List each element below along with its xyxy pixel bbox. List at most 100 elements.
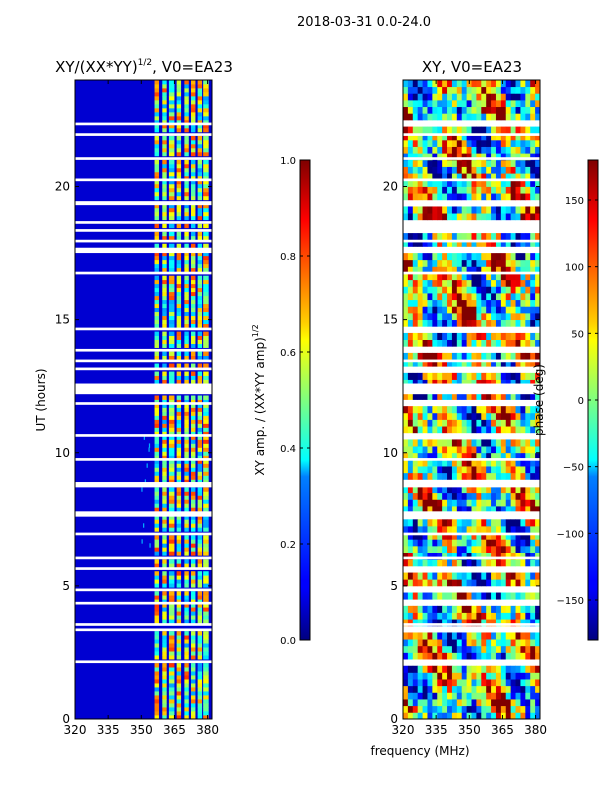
phase-cell xyxy=(461,126,468,134)
phase-cell xyxy=(432,539,438,547)
phase-cell xyxy=(422,239,428,247)
phase-cell xyxy=(515,159,521,167)
amplitude-cell xyxy=(184,263,189,269)
phase-cell xyxy=(466,705,472,713)
amplitude-cell xyxy=(203,619,209,624)
amplitude-cell xyxy=(203,187,209,193)
phase-cell xyxy=(447,466,453,474)
phase-cell xyxy=(510,93,516,101)
phase-cell xyxy=(530,406,536,414)
phase-cell xyxy=(491,639,497,647)
amplitude-cell xyxy=(176,311,182,317)
phase-cell xyxy=(432,159,438,167)
phase-cell xyxy=(525,379,531,387)
phase-cell xyxy=(456,259,463,267)
phase-cell xyxy=(486,86,492,94)
phase-cell xyxy=(471,293,477,301)
phase-ytick-label: 0 xyxy=(390,712,398,726)
phase-cell xyxy=(476,532,482,540)
phase-cell xyxy=(486,266,492,274)
phase-cell xyxy=(510,426,516,434)
phase-cell xyxy=(491,273,497,281)
phase-cell xyxy=(447,506,453,514)
phase-cell xyxy=(422,359,428,367)
phase-cell xyxy=(412,352,419,360)
phase-cell xyxy=(451,392,458,400)
phase-cell xyxy=(530,133,536,141)
phase-cell xyxy=(417,605,423,613)
phase-cell xyxy=(432,312,438,321)
phase-cell xyxy=(471,426,477,434)
phase-cell xyxy=(432,279,438,287)
phase-cell xyxy=(500,293,507,301)
amplitude-cell xyxy=(197,87,203,93)
phase-cell xyxy=(491,133,497,141)
phase-cell xyxy=(505,113,512,121)
amplitude-cell xyxy=(184,467,189,472)
phase-cell xyxy=(437,705,443,713)
phase-cell xyxy=(451,126,458,134)
amplitude-cell xyxy=(203,535,209,540)
amplitude-cell xyxy=(197,671,203,676)
phase-cell xyxy=(412,446,419,454)
phase-cell xyxy=(447,426,453,434)
phase-cell xyxy=(456,506,463,514)
phase-cell xyxy=(535,579,540,587)
phase-cell xyxy=(447,332,453,340)
phase-cell xyxy=(442,299,448,307)
amplitude-cell xyxy=(203,503,209,508)
amplitude-cell xyxy=(154,147,159,153)
phase-cell xyxy=(486,559,492,567)
amplitude-cell xyxy=(191,87,196,93)
phase-cell xyxy=(456,126,463,134)
phase-cell xyxy=(437,712,443,719)
amplitude-cell xyxy=(168,163,175,169)
amplitude-cell xyxy=(197,459,203,464)
amplitude-cell xyxy=(154,83,159,89)
phase-cell xyxy=(407,146,414,154)
phase-cell xyxy=(520,519,526,527)
phase-cell xyxy=(447,193,453,201)
phase-cell xyxy=(461,412,468,420)
amplitude-xtick-label: 365 xyxy=(163,723,186,737)
phase-cell xyxy=(481,572,487,580)
phase-cell xyxy=(456,113,463,121)
phase-cell xyxy=(500,705,507,713)
phase-cell xyxy=(412,273,419,281)
phase-cell xyxy=(500,612,507,620)
amplitude-cell xyxy=(191,591,196,596)
phase-cell xyxy=(491,532,497,540)
phase-cell xyxy=(476,126,482,134)
amplitude-cell xyxy=(203,519,209,524)
amplitude-cell xyxy=(184,667,189,672)
phase-cell xyxy=(403,652,409,660)
phase-cell xyxy=(520,312,526,321)
phase-cell xyxy=(451,679,458,687)
phase-cell xyxy=(520,552,526,560)
phase-cell xyxy=(432,672,438,680)
amplitude-cell xyxy=(168,407,175,412)
phase-cell xyxy=(495,545,502,553)
phase-cell xyxy=(466,699,472,707)
phase-cell xyxy=(491,392,497,400)
amplitude-cell xyxy=(168,539,175,544)
phase-cell xyxy=(481,652,487,660)
amplitude-cell xyxy=(176,439,182,444)
amplitude-cell xyxy=(168,343,175,348)
phase-cell xyxy=(505,492,512,500)
phase-cell xyxy=(500,332,507,340)
phase-cell xyxy=(456,146,463,154)
amplitude-cell xyxy=(154,695,159,700)
phase-cell xyxy=(481,372,487,380)
amplitude-ytick-label: 15 xyxy=(55,313,70,327)
phase-cell xyxy=(530,159,536,167)
phase-cell xyxy=(495,253,502,261)
amplitude-cell xyxy=(197,599,203,604)
phase-cell xyxy=(495,525,502,534)
amplitude-cell xyxy=(191,467,196,472)
amplitude-cell xyxy=(184,255,189,261)
amplitude-cell xyxy=(191,535,196,540)
amplitude-cell xyxy=(162,223,167,229)
amplitude-cell xyxy=(162,207,167,213)
phase-cell xyxy=(530,293,536,301)
